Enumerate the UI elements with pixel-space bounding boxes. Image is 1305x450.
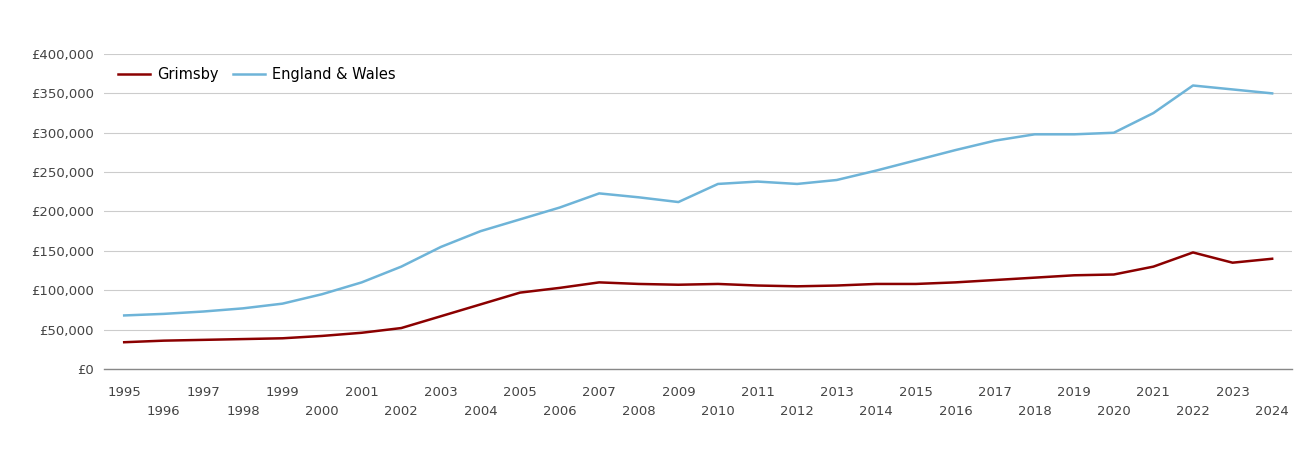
England & Wales [710,181,726,187]
England & Wales [155,311,171,317]
Text: 2007: 2007 [582,386,616,399]
Text: 2016: 2016 [938,405,972,418]
Grimsby [393,325,408,331]
Text: 2020: 2020 [1098,405,1130,418]
England & Wales [591,191,607,196]
Text: 2006: 2006 [543,405,577,418]
Text: 2014: 2014 [860,405,893,418]
Grimsby [988,277,1004,283]
Text: 2013: 2013 [820,386,853,399]
England & Wales [988,138,1004,143]
England & Wales [1185,83,1201,88]
England & Wales [315,292,330,297]
Text: 1996: 1996 [147,405,180,418]
England & Wales [1224,87,1240,92]
England & Wales [1105,130,1121,135]
Text: 2012: 2012 [780,405,814,418]
England & Wales [632,194,647,200]
Text: 2018: 2018 [1018,405,1052,418]
England & Wales [908,158,924,163]
England & Wales [1265,90,1280,96]
Text: 1995: 1995 [107,386,141,399]
Grimsby [632,281,647,287]
Text: 1997: 1997 [187,386,221,399]
Grimsby [155,338,171,343]
England & Wales [947,147,963,153]
Text: 2009: 2009 [662,386,696,399]
Text: 1998: 1998 [226,405,260,418]
Grimsby [235,336,251,342]
Grimsby [315,333,330,338]
Text: 2023: 2023 [1216,386,1249,399]
Grimsby [829,283,844,288]
Grimsby [472,302,488,307]
England & Wales [790,181,805,187]
Grimsby [1105,272,1121,277]
Text: 2002: 2002 [385,405,418,418]
England & Wales [116,313,132,318]
Grimsby [710,281,726,287]
Grimsby [552,285,568,291]
Legend: Grimsby, England & Wales: Grimsby, England & Wales [112,61,402,88]
Grimsby [116,339,132,345]
England & Wales [1066,131,1082,137]
Grimsby [1066,273,1082,278]
Grimsby [1146,264,1161,269]
England & Wales [868,168,883,173]
England & Wales [393,264,408,269]
Grimsby [671,282,686,288]
Text: 2021: 2021 [1137,386,1171,399]
England & Wales [433,244,449,250]
Grimsby [433,314,449,319]
Text: 2010: 2010 [701,405,735,418]
England & Wales [196,309,211,314]
Grimsby [947,279,963,285]
England & Wales [235,306,251,311]
England & Wales [749,179,765,184]
Text: 2004: 2004 [463,405,497,418]
Grimsby [354,330,369,335]
Grimsby [868,281,883,287]
England & Wales [1027,131,1043,137]
Text: 2011: 2011 [741,386,774,399]
Line: Grimsby: Grimsby [124,252,1272,342]
England & Wales [1146,110,1161,116]
England & Wales [275,301,291,306]
Text: 2024: 2024 [1255,405,1289,418]
Text: 2022: 2022 [1176,405,1210,418]
Grimsby [1224,260,1240,265]
Grimsby [1265,256,1280,261]
England & Wales [354,279,369,285]
Text: 2003: 2003 [424,386,458,399]
Grimsby [749,283,765,288]
England & Wales [472,229,488,234]
Text: 2015: 2015 [899,386,933,399]
Grimsby [1027,275,1043,280]
Text: 2001: 2001 [345,386,378,399]
Grimsby [908,281,924,287]
England & Wales [829,177,844,183]
Grimsby [591,279,607,285]
Text: 2005: 2005 [504,386,536,399]
Text: 2000: 2000 [305,405,339,418]
Text: 2019: 2019 [1057,386,1091,399]
Grimsby [275,336,291,341]
England & Wales [552,205,568,210]
Text: 1999: 1999 [266,386,299,399]
Grimsby [1185,250,1201,255]
Line: England & Wales: England & Wales [124,86,1272,315]
England & Wales [671,199,686,205]
England & Wales [512,216,527,222]
Grimsby [790,284,805,289]
Grimsby [512,290,527,295]
Text: 2008: 2008 [622,405,655,418]
Text: 2017: 2017 [979,386,1011,399]
Grimsby [196,337,211,342]
